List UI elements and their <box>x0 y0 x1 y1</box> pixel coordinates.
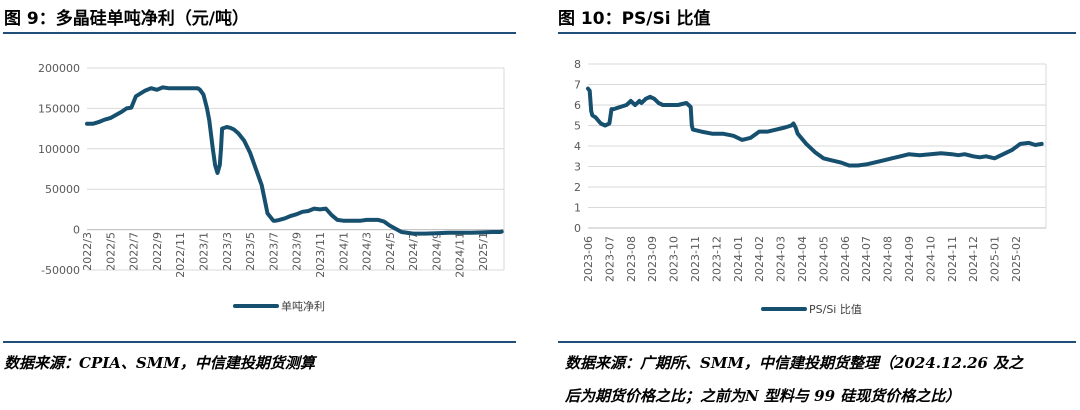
y-tick-label: 7 <box>574 79 581 92</box>
y-tick-label: 150000 <box>38 102 80 115</box>
right-bottom-rule <box>558 341 1076 343</box>
x-tick-label: 2022/9 <box>151 232 164 271</box>
x-tick-label: 2024-01 <box>732 236 745 282</box>
y-tick-label: 50000 <box>45 183 80 196</box>
x-tick-label: 2024/5 <box>384 232 397 271</box>
series-line <box>586 86 1044 168</box>
y-tick-label: 2 <box>574 181 581 194</box>
x-tick-label: 2023/11 <box>314 232 327 278</box>
y-tick-label: 6 <box>574 99 581 112</box>
x-tick-label: 2024-02 <box>753 236 766 282</box>
y-tick-label: 200000 <box>38 62 80 75</box>
x-tick-label: 2024-08 <box>882 236 895 282</box>
x-tick-label: 2022/11 <box>174 232 187 278</box>
x-tick-label: 2022/7 <box>128 232 141 271</box>
right-source-note-line2: 后为期货价格之比；之前为N 型料与 99 硅现货价格之比） <box>565 387 961 405</box>
y-tick-label: 0 <box>73 224 80 237</box>
x-tick-label: 2024-07 <box>860 236 873 282</box>
right-source-note-line1: 数据来源：广期所、SMM，中信建投期货整理（2024.12.26 及之 <box>565 354 1024 372</box>
x-tick-label: 2024-06 <box>839 236 852 282</box>
y-tick-label: 100000 <box>38 143 80 156</box>
left-bottom-rule <box>3 341 516 343</box>
x-tick-label: 2023-07 <box>603 236 616 282</box>
y-tick-label: 1 <box>574 202 581 215</box>
x-tick-label: 2023/9 <box>291 232 304 271</box>
x-tick-label: 2023-11 <box>689 236 702 282</box>
x-tick-label: 2024-05 <box>817 236 830 282</box>
x-tick-label: 2024/1 <box>337 232 350 271</box>
y-tick-label: 5 <box>574 120 581 133</box>
left-source-note: 数据来源：CPIA、SMM，中信建投期货测算 <box>4 354 315 372</box>
y-tick-label: 3 <box>574 161 581 174</box>
x-tick-label: 2024-09 <box>903 236 916 282</box>
x-tick-label: 2023-10 <box>668 236 681 282</box>
y-tick-label: -50000 <box>41 264 80 277</box>
x-tick-label: 2022/5 <box>104 232 117 271</box>
y-tick-label: 0 <box>574 222 581 235</box>
x-tick-label: 2024-10 <box>924 236 937 282</box>
x-tick-label: 2024/7 <box>407 232 420 271</box>
x-tick-label: 2024/11 <box>454 232 467 278</box>
x-tick-label: 2022/3 <box>81 232 94 271</box>
right-title-rule <box>558 32 1076 34</box>
x-tick-label: 2024/3 <box>361 232 374 271</box>
series-line <box>85 85 504 236</box>
x-tick-label: 2023/1 <box>197 232 210 271</box>
x-tick-label: 2023-12 <box>710 236 723 282</box>
x-tick-label: 2025-02 <box>1010 236 1023 282</box>
x-tick-label: 2024-12 <box>967 236 980 282</box>
x-tick-label: 2023-06 <box>582 236 595 282</box>
left-title-rule <box>3 32 516 34</box>
x-tick-label: 2024/9 <box>430 232 443 271</box>
x-tick-label: 2025-01 <box>989 236 1002 282</box>
x-tick-label: 2023-09 <box>646 236 659 282</box>
x-tick-label: 2024-04 <box>796 236 809 282</box>
legend-label: PS/Si 比值 <box>809 303 862 316</box>
y-tick-label: 8 <box>574 58 581 71</box>
y-tick-label: 4 <box>574 140 581 153</box>
legend-label: 单吨净利 <box>281 299 325 313</box>
left-chart-title: 图 9：多晶硅单吨净利（元/吨） <box>4 9 249 29</box>
x-tick-label: 2023/7 <box>267 232 280 271</box>
right-chart-title: 图 10：PS/Si 比值 <box>558 9 711 29</box>
x-tick-label: 2025/1 <box>477 232 490 271</box>
x-tick-label: 2024-11 <box>946 236 959 282</box>
x-tick-label: 2023/3 <box>221 232 234 271</box>
x-tick-label: 2024-03 <box>775 236 788 282</box>
x-tick-label: 2023-08 <box>625 236 638 282</box>
x-tick-label: 2023/5 <box>244 232 257 271</box>
